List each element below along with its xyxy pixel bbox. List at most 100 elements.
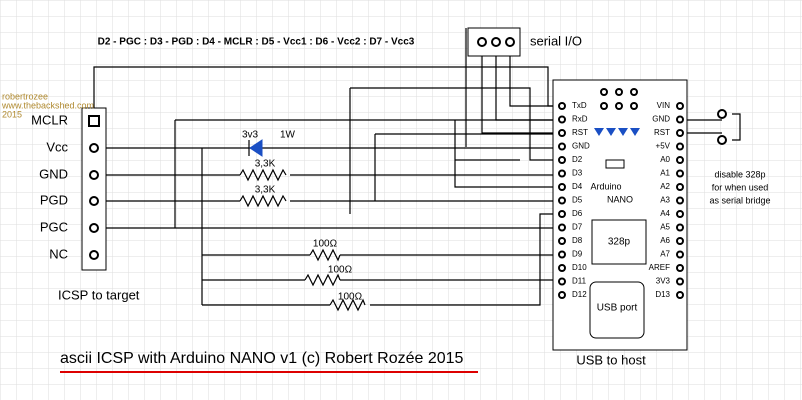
watermark: 2015 <box>2 109 22 119</box>
board-pin <box>676 142 684 151</box>
isp-pin <box>600 102 608 110</box>
icsp-pin <box>89 196 99 206</box>
right-pin-label: AREF <box>649 263 670 272</box>
board-pin <box>676 129 684 137</box>
leds <box>594 128 640 136</box>
icsp-pin-label: GND <box>39 166 68 181</box>
board-pin <box>558 102 566 110</box>
icsp-pin-label: PGD <box>40 192 68 207</box>
board-pin <box>676 223 684 232</box>
board-pin <box>676 264 684 272</box>
board-pin <box>676 115 684 124</box>
usb-port <box>589 281 645 339</box>
left-pin-label: D7 <box>572 223 583 232</box>
board-pin <box>676 250 684 259</box>
board-pin <box>676 156 684 164</box>
board-pin <box>558 223 566 232</box>
watermark: robertrozee <box>2 91 48 101</box>
right-pin-label: A0 <box>660 155 670 164</box>
board-pin <box>676 291 684 299</box>
icsp-pin <box>89 143 99 153</box>
right-pin-label: 3V3 <box>656 277 671 286</box>
left-pin-label: D9 <box>572 250 583 259</box>
board-pin <box>558 277 566 286</box>
serial-pin <box>477 37 487 47</box>
zener-power: 1W <box>280 130 296 141</box>
note: for when used <box>712 182 769 192</box>
icsp-header <box>81 107 107 271</box>
right-pin-label: A5 <box>660 223 670 232</box>
jumper-pin <box>717 109 727 119</box>
right-pin-label: A1 <box>660 169 670 178</box>
left-pin-label: D6 <box>572 209 583 218</box>
icsp-pin <box>89 250 99 260</box>
right-pin-label: A6 <box>660 236 670 245</box>
board-pin <box>676 102 684 110</box>
left-pin-label: D10 <box>572 263 587 272</box>
resistor-value: 100Ω <box>338 292 363 303</box>
left-pin-label: D12 <box>572 290 587 299</box>
jumper-pin <box>717 135 727 145</box>
board-pin <box>676 183 684 191</box>
board-name: Arduino <box>590 181 621 191</box>
isp-pin <box>615 88 623 96</box>
board-pin <box>676 237 684 245</box>
zener-voltage: 3v3 <box>242 130 259 141</box>
board-pin <box>558 210 566 218</box>
pin-map: D2 - PGC : D3 - PGD : D4 - MCLR : D5 - V… <box>98 37 415 48</box>
usb-host-label: USB to host <box>576 352 646 367</box>
note: as serial bridge <box>709 195 770 205</box>
left-pin-label: D4 <box>572 182 583 191</box>
serial-pin <box>491 37 501 47</box>
left-pin-label: D2 <box>572 155 583 164</box>
resistor-value: 3,3K <box>255 159 276 170</box>
resistor-value: 100Ω <box>328 265 353 276</box>
icsp-pin-label: MCLR <box>31 112 68 127</box>
left-pin-label: GND <box>572 142 590 151</box>
right-pin-label: +5V <box>656 142 671 151</box>
isp-pin <box>630 102 638 110</box>
watermark: www.thebackshed.com <box>1 100 94 110</box>
board-pin <box>558 250 566 259</box>
left-pin-label: D8 <box>572 236 583 245</box>
isp-pin <box>600 88 608 96</box>
board-pin <box>676 277 684 286</box>
board-pin <box>558 129 566 137</box>
left-pin-label: RST <box>572 128 588 137</box>
board-pin <box>558 183 566 191</box>
icsp-pin-label: PGC <box>40 219 68 234</box>
board-pin <box>676 210 684 218</box>
note: disable 328p <box>714 169 765 179</box>
board-pin <box>558 237 566 245</box>
resistor-value: 3,3K <box>255 185 276 196</box>
board-pin <box>558 169 566 178</box>
board-pin <box>558 142 566 151</box>
board-name: NANO <box>607 194 633 204</box>
board-pin <box>558 196 566 205</box>
isp-pin <box>615 102 623 110</box>
chip <box>591 219 647 265</box>
board-pin <box>558 115 566 124</box>
right-pin-label: A3 <box>660 196 670 205</box>
reset-button <box>605 159 625 169</box>
board-pin <box>676 196 684 205</box>
left-pin-label: RxD <box>572 115 588 124</box>
left-pin-label: D11 <box>572 277 587 286</box>
serial-label: serial I/O <box>530 33 582 48</box>
icsp-pin-label: NC <box>49 246 68 261</box>
right-pin-label: GND <box>652 115 670 124</box>
right-pin-label: VIN <box>657 101 671 110</box>
icsp-pin-label: Vcc <box>46 139 68 154</box>
board-pin <box>558 291 566 299</box>
right-pin-label: D13 <box>655 290 670 299</box>
icsp-pin <box>89 223 99 233</box>
right-pin-label: A7 <box>660 250 670 259</box>
isp-pin <box>630 88 638 96</box>
board-pin <box>558 156 566 164</box>
icsp-pin <box>88 115 100 127</box>
board-pin <box>558 264 566 272</box>
right-pin-label: A2 <box>660 182 670 191</box>
icsp-pin <box>89 170 99 180</box>
icsp-label: ICSP to target <box>58 287 140 302</box>
